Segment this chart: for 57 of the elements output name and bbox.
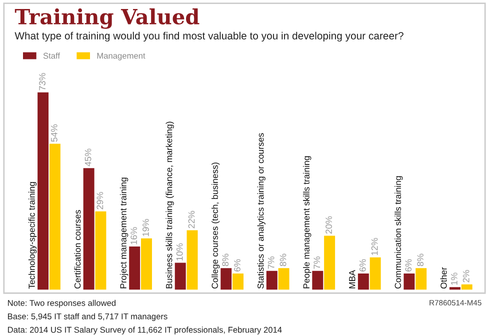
bar — [324, 236, 336, 290]
bar — [370, 257, 381, 290]
bar — [312, 270, 324, 290]
legend-label: Staff — [43, 52, 60, 59]
data-label: 20% — [326, 216, 332, 234]
bar — [95, 211, 106, 290]
x-tick-label: College courses (tech, business) — [212, 162, 220, 289]
x-tick-label: Statistics or analytics training or courses — [257, 133, 266, 289]
chart-subtitle: What type of training would you find most valuable to you in developing your career? — [14, 32, 404, 42]
data-label: 6% — [234, 259, 240, 272]
x-tick-label: Certification courses — [74, 210, 81, 289]
bar — [83, 168, 94, 290]
bar — [186, 230, 198, 290]
data-label: 2% — [462, 270, 470, 282]
bar — [461, 284, 472, 290]
x-tick-label: Technology-specific training — [28, 182, 37, 289]
x-tick-label: Other — [440, 267, 447, 289]
text: Note: Two responses allowed — [8, 300, 116, 308]
bar — [140, 238, 152, 290]
bar — [416, 268, 427, 290]
data-label: 8% — [222, 254, 229, 266]
x-tick-label: Project management training — [120, 178, 128, 288]
data-label: 10% — [176, 243, 183, 260]
bar — [174, 262, 186, 290]
data-label: 8% — [280, 254, 286, 266]
x-tick-label: MBA — [349, 270, 356, 288]
bar — [232, 274, 244, 290]
data-label: 22% — [188, 210, 195, 228]
data-label: 29% — [96, 192, 104, 210]
data-label: 6% — [359, 259, 366, 272]
x-tick-label: Business skills training (finance, marketing) — [166, 122, 174, 288]
chart-title: Training Valued — [14, 8, 200, 29]
bar — [278, 268, 290, 290]
bar — [129, 246, 140, 290]
data-label: 12% — [371, 238, 378, 256]
bar — [266, 270, 278, 290]
x-tick-label: Communication skills training — [394, 176, 403, 289]
data-label: 8% — [417, 254, 424, 266]
data-label: 7% — [314, 256, 320, 269]
data-label: 7% — [268, 256, 274, 269]
bar — [49, 144, 60, 290]
bar — [220, 268, 232, 290]
bar — [358, 274, 369, 290]
data-label: 73% — [39, 72, 46, 90]
data-label: 1% — [451, 272, 458, 285]
bar — [404, 274, 415, 290]
data-label: 6% — [405, 259, 412, 272]
bar — [38, 92, 49, 290]
data-label: 45% — [84, 148, 92, 166]
legend-label: Management — [97, 52, 146, 60]
data-label: 19% — [142, 219, 149, 236]
x-tick-label: People management skills training — [303, 156, 312, 288]
bar — [449, 287, 460, 290]
data-label: 54% — [51, 124, 58, 142]
text: Data: 2014 US IT Salary Survey of 11,662 IT professionals, February 2014 — [8, 326, 282, 334]
data-label: 16% — [130, 227, 138, 244]
text: Base: 5,945 IT staff and 5,717 IT managers — [8, 313, 168, 321]
